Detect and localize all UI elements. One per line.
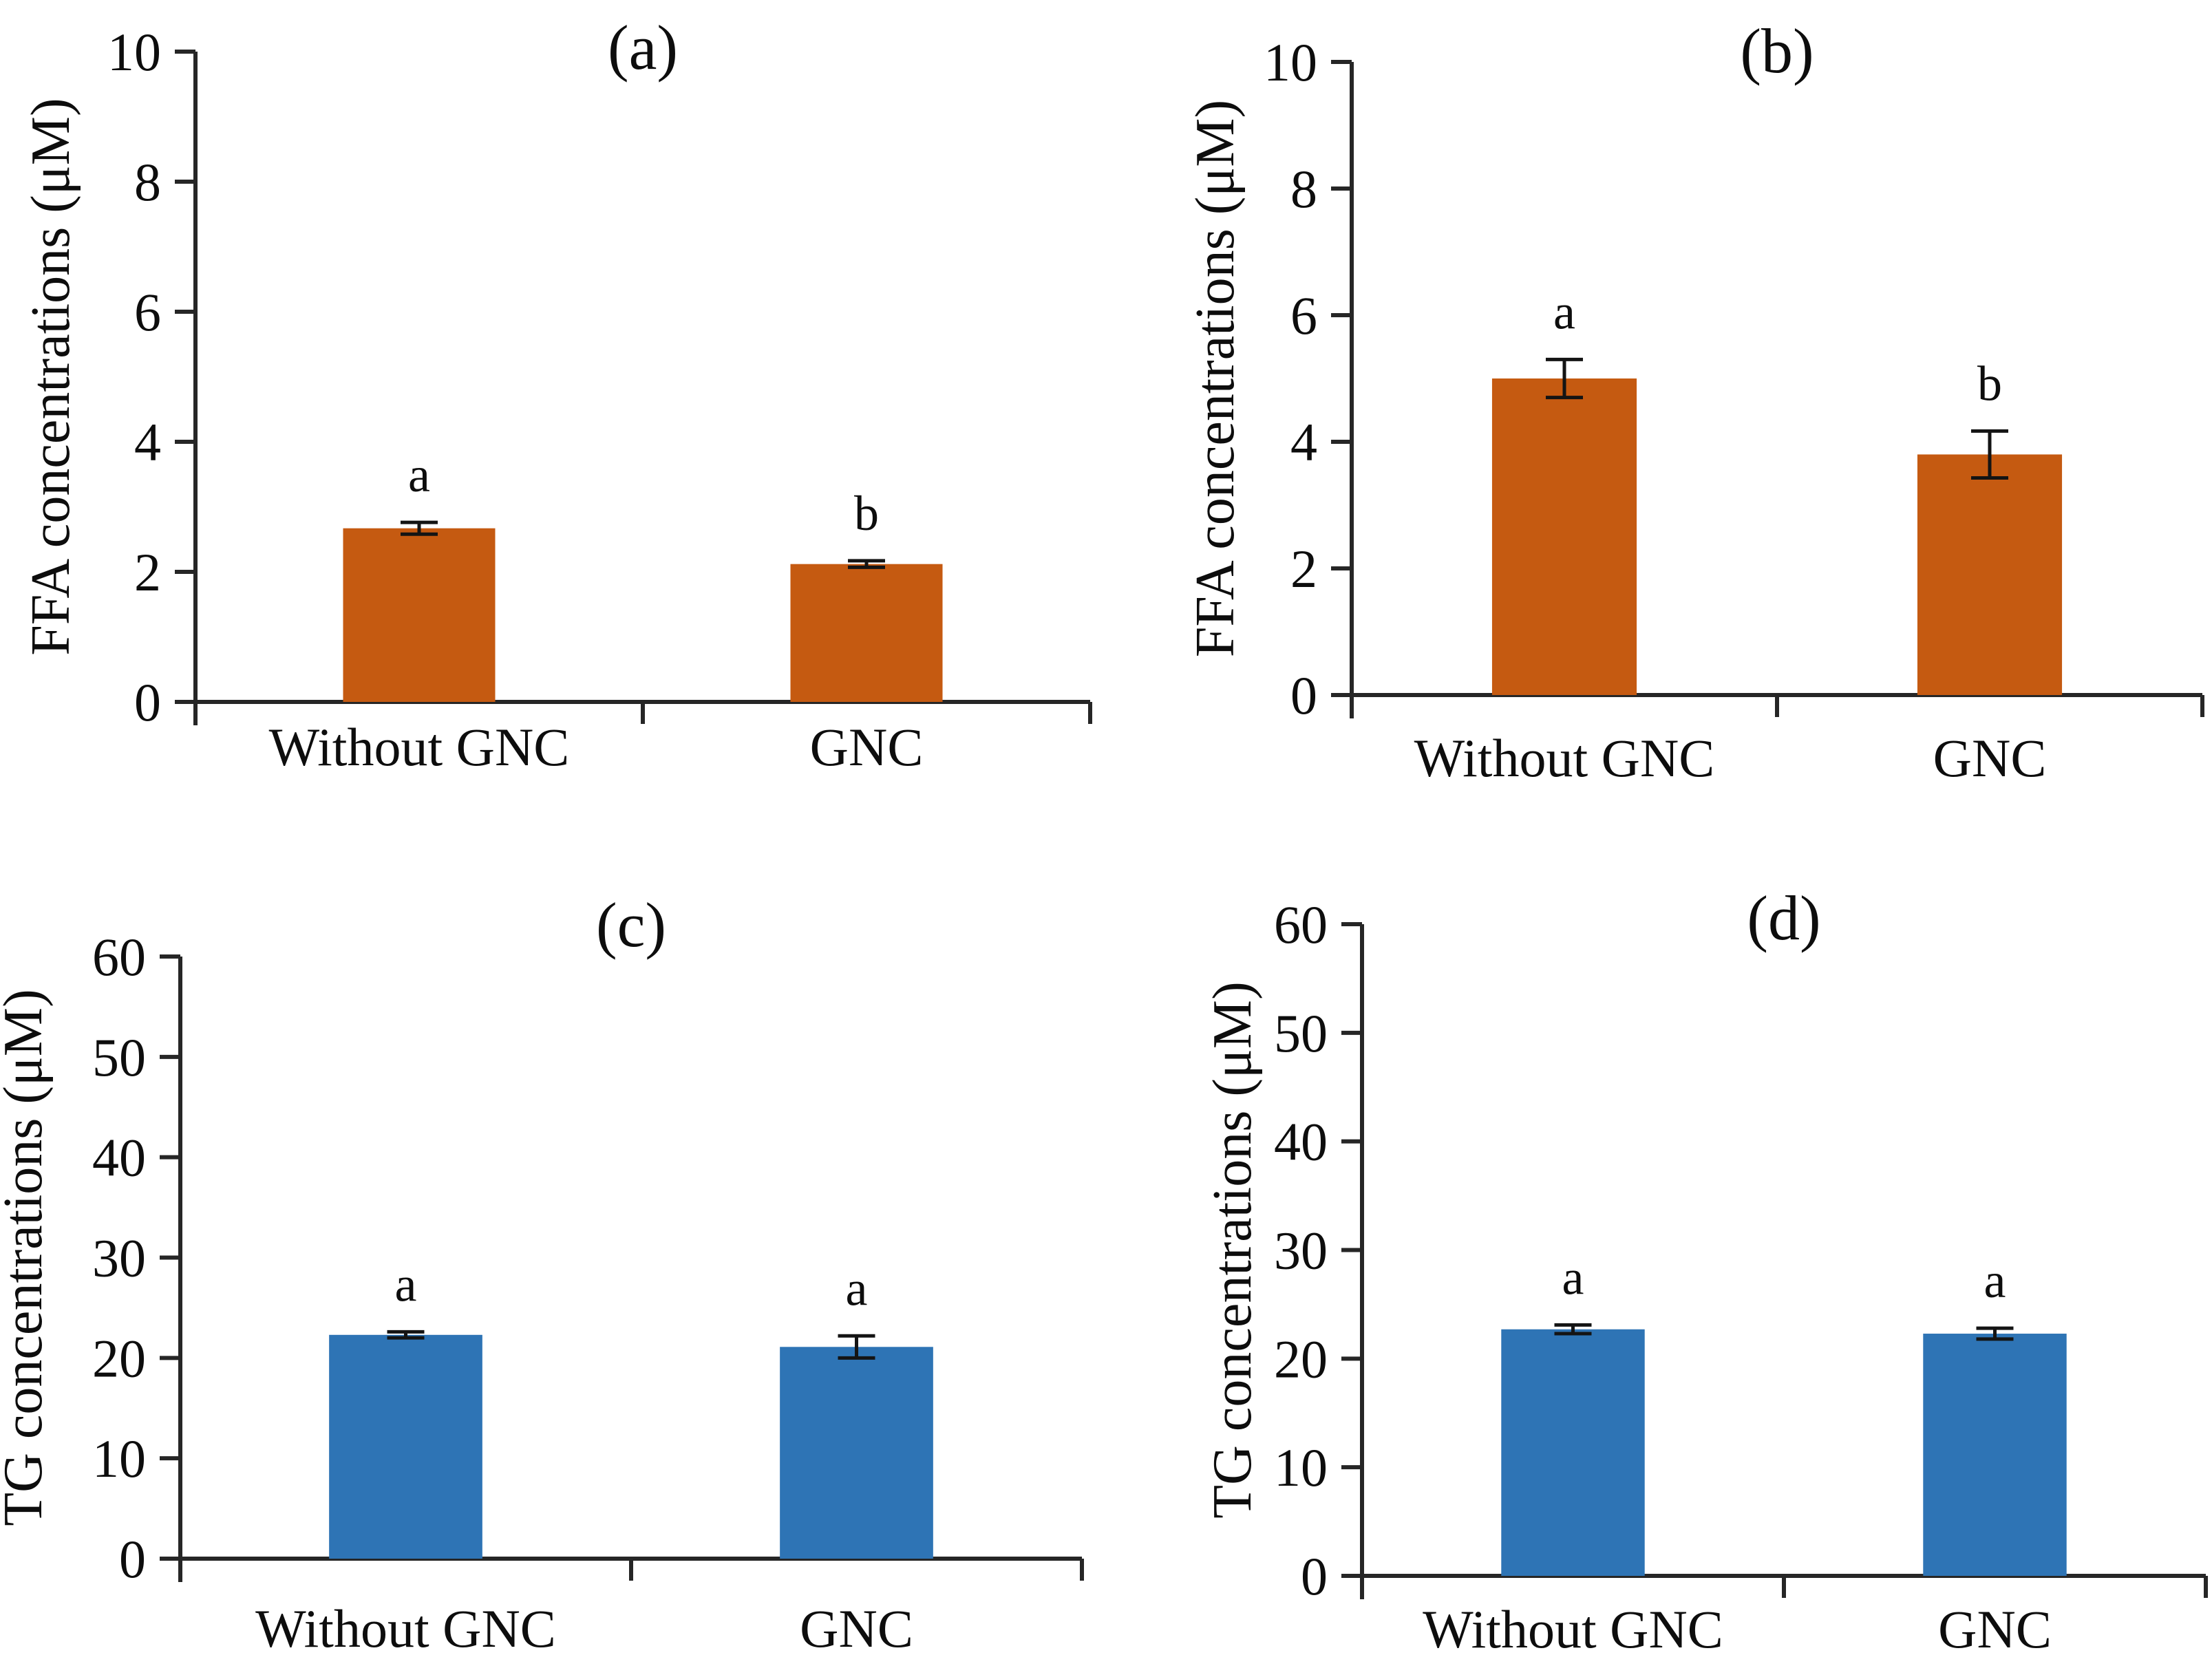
significance-label: a [1984,1253,2006,1308]
axes [175,50,1092,725]
category-label: GNC [810,717,924,777]
y-tick-label: 10 [1264,32,1317,92]
category-label: Without GNC [1414,728,1715,788]
y-tick-label: 20 [1274,1329,1328,1389]
y-tick-label: 0 [1290,665,1317,725]
error-bar [838,1334,875,1360]
y-tick-label: 0 [134,672,161,732]
bar-without-gnc [343,528,496,702]
significance-label: a [846,1261,868,1316]
error-bar [387,1330,425,1340]
y-tick-label: 50 [92,1027,146,1087]
y-tick-label: 4 [1290,412,1317,472]
error-bar [1971,429,2008,480]
category-label: Without GNC [1423,1599,1723,1655]
error-bar [401,520,438,536]
panel-d-title: (d) [1747,883,1820,953]
y-tick-label: 2 [134,542,161,602]
panel-b-plot: (b) FFA concentrations (μM) 0 2 4 6 8 10 a With… [1185,16,2204,788]
panel-d-y-axis-label: TG concentrations (μM) [1202,981,1263,1518]
error-bar [1546,357,1583,400]
significance-label: a [1562,1250,1584,1305]
y-tick-label: 20 [92,1328,146,1388]
category-label: GNC [1933,728,2047,788]
panel-a-y-axis-label: FFA concentrations (μM) [21,98,81,655]
panel-c: (c) TG concentrations (μM) 0 10 20 30 40 50 60… [0,828,1106,1655]
bar-without-gnc [1501,1329,1645,1576]
panel-b: (b) FFA concentrations (μM) 0 2 4 6 8 10 a With… [1106,0,2212,828]
y-tick-label: 0 [1301,1546,1328,1606]
panel-a-title: (a) [608,12,678,83]
y-tick-label: 50 [1274,1003,1328,1063]
significance-label: b [1977,356,2002,411]
category-label: Without GNC [269,717,570,777]
significance-label: a [395,1257,417,1312]
y-tick-label: 0 [119,1529,146,1589]
axes [1331,60,2204,718]
panel-d-plot: (d) TG concentrations (μM) 0 10 20 30 40 50 60… [1202,883,2208,1655]
panel-c-title: (c) [596,890,666,960]
y-tick-label: 2 [1290,539,1317,599]
panel-b-title: (b) [1740,16,1814,86]
panel-c-y-axis-label: TG concentrations (μM) [0,989,54,1526]
bar-gnc [1917,454,2063,695]
error-bar [1976,1326,2014,1341]
y-tick-label: 10 [107,22,161,82]
bar-gnc [780,1347,933,1559]
y-tick-label: 40 [1274,1112,1328,1172]
panel-c-plot: (c) TG concentrations (μM) 0 10 20 30 40 50 60… [0,890,1084,1655]
y-tick-label: 60 [92,927,146,987]
category-label: Without GNC [255,1599,556,1655]
axes [1341,922,2208,1599]
bar-without-gnc [329,1334,482,1559]
panel-a-plot: (a) FFA concentrations (μM) 0 2 4 6 8 10 a With… [21,12,1092,777]
significance-label: a [408,447,430,502]
significance-label: b [854,486,879,541]
y-tick-label: 8 [134,152,161,212]
category-label: GNC [800,1599,913,1655]
significance-label: a [1553,284,1575,339]
axes [160,954,1084,1582]
category-label: GNC [1938,1599,2052,1655]
error-bar [848,559,885,569]
y-tick-label: 8 [1290,159,1317,219]
y-tick-label: 30 [1274,1221,1328,1281]
panel-d: (d) TG concentrations (μM) 0 10 20 30 40 50 60… [1106,828,2212,1655]
y-tick-label: 40 [92,1128,146,1188]
y-tick-label: 4 [134,412,161,472]
bar-gnc [790,564,943,702]
y-tick-label: 10 [1274,1438,1328,1497]
y-tick-label: 6 [134,282,161,342]
bar-gnc [1923,1334,2067,1576]
y-tick-label: 6 [1290,286,1317,345]
y-tick-label: 30 [92,1228,146,1288]
y-tick-label: 60 [1274,895,1328,954]
panel-a: (a) FFA concentrations (μM) 0 2 4 6 8 10 a With… [0,0,1106,828]
bar-without-gnc [1491,378,1637,695]
panel-b-y-axis-label: FFA concentrations (μM) [1185,100,1246,657]
error-bar [1554,1323,1592,1336]
y-tick-label: 10 [92,1429,146,1488]
